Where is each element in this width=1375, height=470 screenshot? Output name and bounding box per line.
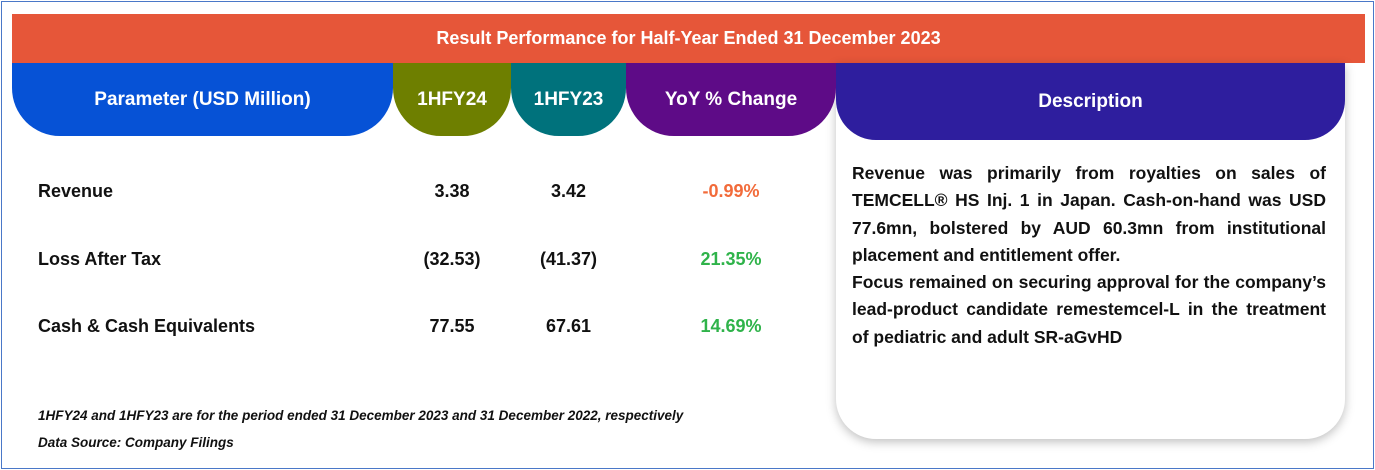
description-text: Revenue was primarily from royalties on … [852,160,1326,351]
row-1hfy23: 3.42 [550,181,587,201]
header-yoy: YoY % Change [626,63,836,136]
row-1hfy23: 67.61 [545,316,592,336]
row-yoy: -0.99% [702,181,760,201]
header-1hfy23: 1HFY23 [511,63,626,136]
row-1hfy24: 3.38 [434,181,470,201]
table-title: Result Performance for Half-Year Ended 3… [12,14,1365,63]
description-paragraph: Revenue was primarily from royalties on … [852,163,1326,265]
row-1hfy23: (41.37) [539,249,598,269]
description-paragraph: Focus remained on securing approval for … [852,272,1326,347]
row-1hfy24: (32.53) [423,249,481,269]
footnote-periods: 1HFY24 and 1HFY23 are for the period end… [38,408,684,423]
row-1hfy24: 77.55 [429,316,475,336]
header-parameter: Parameter (USD Million) [12,63,393,136]
row-yoy: 14.69% [700,316,762,336]
header-1hfy24: 1HFY24 [393,63,511,136]
header-description: Description [836,63,1345,140]
row-label: Loss After Tax [38,249,162,269]
footnote-source: Data Source: Company Filings [38,435,234,450]
row-label: Revenue [38,181,114,201]
row-yoy: 21.35% [700,249,762,269]
row-label: Cash & Cash Equivalents [38,316,256,336]
